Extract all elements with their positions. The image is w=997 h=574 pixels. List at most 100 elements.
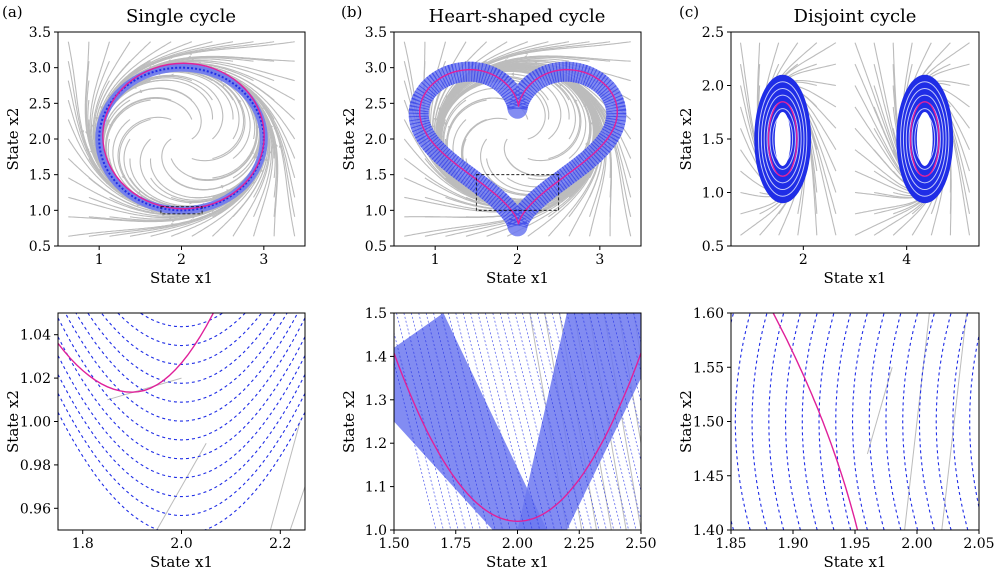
- quiver-arrow-row: [734, 313, 751, 530]
- x-tick-label: 2.00: [901, 536, 932, 552]
- streamline-arrow: [448, 125, 452, 130]
- quiver-arrow-row: [58, 355, 305, 479]
- y-tick-label: 1.3: [365, 393, 387, 409]
- streamline-arrow: [190, 58, 194, 63]
- x-axis-label: State x1: [150, 553, 213, 571]
- streamline-arrow: [220, 185, 225, 189]
- certified-region-right: [517, 313, 641, 530]
- inner-streamline: [905, 94, 944, 184]
- y-tick-label: 1.5: [365, 306, 387, 322]
- hatch-line: [492, 313, 548, 530]
- hatch-line: [470, 313, 526, 530]
- x-tick-label: 2: [799, 252, 808, 268]
- x-tick-label: 3: [595, 252, 604, 268]
- hatch-line: [418, 313, 474, 530]
- hatch-line: [529, 313, 585, 530]
- x-tick-label: 2: [177, 252, 186, 268]
- y-tick-label: 1.5: [702, 132, 724, 148]
- x-tick-label: 2.25: [564, 536, 595, 552]
- streamline-arrow: [510, 72, 515, 77]
- hatch-line: [425, 313, 481, 530]
- panel-a-top: 1 2 3 0.5 1.0 1.5 2.0 2.5 3.0 3.5 State x1 State x2: [4, 25, 306, 287]
- hatch-line: [596, 313, 641, 493]
- streamline: [200, 67, 296, 217]
- y-tick-label: 2.0: [365, 132, 387, 148]
- y-tick-label: 1.04: [20, 328, 51, 344]
- x-tick-label: 4: [902, 252, 911, 268]
- panel-label-b: (b): [341, 3, 362, 21]
- quiver-arrow-row: [868, 313, 885, 530]
- certified-region-left: [394, 313, 548, 530]
- streamline-arrow: [121, 174, 125, 179]
- streamline-arrow: [533, 61, 537, 65]
- region-hole: [774, 112, 791, 166]
- hatch-line: [573, 313, 630, 530]
- x-tick-label: 2.00: [502, 536, 533, 552]
- hatch-line: [410, 313, 467, 530]
- inner-streamline: [758, 81, 808, 197]
- y-tick-label: 3.0: [365, 61, 387, 77]
- trajectory-curve-1: [767, 101, 798, 177]
- hatch-line: [514, 313, 570, 530]
- trajectory-curve-2: [909, 101, 940, 177]
- streamline-arrow: [109, 124, 113, 128]
- x-tick-label: 2.50: [625, 536, 656, 552]
- y-tick-label: 1.00: [20, 415, 51, 431]
- x-tick-label: 2: [513, 252, 522, 268]
- hatch-line: [403, 313, 459, 530]
- y-axis-label: State x2: [4, 108, 22, 171]
- quiver-field: [731, 313, 979, 530]
- hatch-line: [522, 313, 578, 530]
- hatch-line: [477, 313, 533, 530]
- streamline-arrow: [523, 55, 528, 59]
- region-hole: [916, 112, 933, 166]
- streamline: [289, 486, 305, 530]
- quiver-arrow-row: [58, 412, 305, 530]
- zoom-box: [160, 206, 203, 215]
- certified-region-band: [408, 61, 627, 237]
- streamline-arrow: [91, 124, 96, 129]
- streamline-group: [866, 313, 968, 530]
- streamline-arrow: [105, 119, 110, 124]
- y-tick-label: 1.45: [693, 469, 724, 485]
- quiver-arrow-row: [58, 374, 305, 498]
- hatch-line: [536, 313, 592, 530]
- hatch-line: [507, 313, 563, 530]
- streamline-arrow: [600, 108, 604, 113]
- streamline-arrow: [524, 50, 528, 55]
- y-tick-label: 3.5: [365, 25, 387, 41]
- inner-streamline: [900, 81, 950, 197]
- panel-label-a: (a): [2, 3, 23, 21]
- y-axis-label: State x2: [677, 390, 695, 453]
- y-axis-label: State x2: [340, 108, 358, 171]
- trajectory-curve: [102, 62, 265, 210]
- x-tick-label: 1.50: [378, 536, 409, 552]
- streamline-arrow: [592, 107, 597, 112]
- quiver-arrow-row: [818, 313, 835, 530]
- quiver-arrow-row: [58, 317, 305, 441]
- inner-streamline: [911, 108, 939, 170]
- hatch-line: [581, 313, 637, 530]
- y-tick-label: 2.0: [29, 132, 51, 148]
- inner-streamline: [769, 108, 796, 170]
- y-tick-label: 1.55: [693, 360, 724, 376]
- y-tick-label: 1.0: [29, 203, 51, 219]
- streamline-arrow: [132, 85, 137, 89]
- streamline: [156, 442, 207, 530]
- streamline: [941, 313, 968, 530]
- y-tick-label: 1.60: [693, 306, 724, 322]
- quiver-arrow-row: [952, 313, 969, 530]
- streamline-arrow: [558, 83, 563, 87]
- streamline-arrow: [170, 73, 174, 78]
- streamline-arrow: [88, 129, 93, 133]
- panel-label-c: (c): [679, 3, 699, 21]
- hatch-line: [499, 313, 555, 530]
- hatch-line: [610, 313, 641, 434]
- x-axis-label: State x1: [486, 553, 549, 571]
- x-axis-label: State x1: [824, 269, 887, 287]
- hatch-line: [559, 313, 615, 530]
- trajectory-curve: [394, 352, 641, 523]
- trajectory-curve: [772, 313, 859, 530]
- streamline-arrow: [100, 106, 104, 110]
- streamline-group: [107, 377, 305, 530]
